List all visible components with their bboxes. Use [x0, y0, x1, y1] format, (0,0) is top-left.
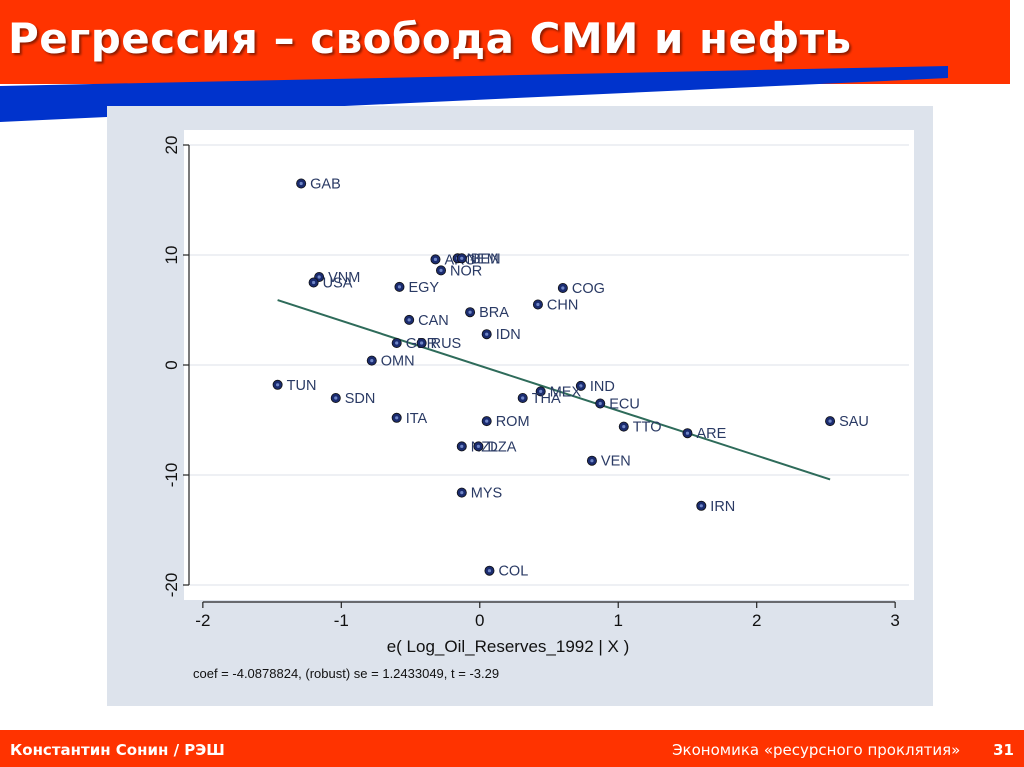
point-label-dza: DZA: [487, 439, 516, 455]
point-label-ecu: ECU: [609, 397, 640, 413]
y-tick-label: -10: [162, 463, 181, 488]
point-highlight: [395, 341, 399, 345]
point-highlight: [312, 280, 316, 285]
footer-course-title: Экономика «ресурсного проклятия»: [672, 741, 961, 759]
point-label-omn: OMN: [381, 354, 415, 370]
slide-title: Регрессия – свобода СМИ и нефть: [8, 14, 852, 63]
point-highlight: [468, 310, 472, 314]
y-tick-label: 20: [162, 136, 181, 155]
y-tick-label: 0: [162, 360, 181, 369]
point-highlight: [276, 383, 280, 387]
point-highlight: [536, 302, 540, 307]
point-highlight: [397, 285, 402, 289]
point-label-ben: BEN: [471, 251, 501, 267]
point-label-egy: EGY: [408, 280, 439, 296]
point-label-gab: GAB: [310, 177, 341, 193]
x-tick-label: -1: [334, 611, 349, 630]
regression-line: [277, 299, 831, 481]
point-label-ven: VEN: [601, 454, 631, 470]
point-label-nor: NOR: [450, 263, 482, 279]
point-label-nem: NEM: [467, 251, 499, 267]
point-label-chn: CHN: [547, 298, 578, 314]
point-highlight: [699, 504, 703, 508]
footer-bar: Константин Сонин / РЭШ Экономика «ресурс…: [0, 730, 1024, 767]
point-highlight: [460, 444, 464, 448]
point-highlight: [433, 257, 438, 261]
x-tick-label: -2: [195, 611, 210, 630]
y-tick-label: 10: [162, 246, 181, 265]
point-highlight: [539, 389, 543, 393]
point-highlight: [460, 491, 464, 495]
point-label-usa: USA: [323, 276, 353, 292]
point-highlight: [622, 425, 626, 429]
y-tick-label: -20: [162, 573, 181, 598]
point-label-are: ARE: [696, 426, 726, 442]
point-label-sau: SAU: [839, 414, 869, 430]
point-highlight: [590, 459, 594, 463]
point-label-rus: RUS: [431, 336, 462, 352]
point-label-rom: ROM: [496, 414, 530, 430]
point-highlight: [370, 359, 374, 363]
point-label-irn: IRN: [710, 499, 735, 515]
point-label-sdn: SDN: [345, 391, 376, 407]
point-label-mys: MYS: [471, 486, 502, 502]
points-layer: GABARGNEMBENNORVNMUSAEGYCOGCHNBRACANIDNG…: [272, 177, 869, 580]
point-highlight: [685, 431, 690, 435]
footer-author: Константин Сонин / РЭШ: [10, 741, 225, 759]
x-tick-label: 1: [613, 611, 622, 630]
point-highlight: [460, 256, 464, 260]
point-label-mex: MEX: [550, 384, 582, 400]
point-highlight: [407, 318, 411, 322]
point-highlight: [828, 419, 832, 423]
point-label-idn: IDN: [496, 327, 521, 343]
regression-note: coef = -4.0878824, (robust) se = 1.24330…: [193, 666, 499, 681]
point-highlight: [487, 569, 492, 573]
point-highlight: [420, 341, 424, 345]
point-label-bra: BRA: [479, 305, 509, 321]
point-highlight: [299, 181, 303, 186]
point-highlight: [598, 401, 602, 406]
point-highlight: [439, 268, 443, 272]
point-label-col: COL: [498, 564, 528, 580]
point-highlight: [334, 396, 338, 400]
x-tick-label: 2: [752, 611, 761, 630]
point-label-tto: TTO: [633, 420, 662, 436]
point-label-ita: ITA: [406, 411, 428, 427]
point-highlight: [485, 419, 489, 423]
x-axis-label: e( Log_Oil_Reserves_1992 | X ): [387, 637, 630, 656]
point-highlight: [579, 384, 583, 388]
point-label-cog: COG: [572, 281, 605, 297]
point-highlight: [561, 286, 565, 290]
point-highlight: [317, 275, 321, 279]
point-label-tha: THA: [532, 391, 561, 407]
grid-lines: [189, 144, 909, 586]
point-label-tun: TUN: [287, 378, 317, 394]
point-highlight: [521, 396, 525, 400]
x-tick-label: 3: [890, 611, 899, 630]
point-label-vnm: VNM: [328, 270, 360, 286]
x-tick-label: 0: [475, 611, 484, 630]
point-highlight: [485, 332, 489, 336]
point-label-ind: IND: [590, 379, 615, 395]
title-bar: Регрессия – свобода СМИ и нефть: [0, 0, 1010, 84]
point-highlight: [395, 416, 399, 420]
point-label-can: CAN: [418, 313, 449, 329]
footer-course: Экономика «ресурсного проклятия» 31: [672, 741, 1014, 759]
page-number: 31: [993, 741, 1014, 759]
point-highlight: [476, 444, 480, 448]
